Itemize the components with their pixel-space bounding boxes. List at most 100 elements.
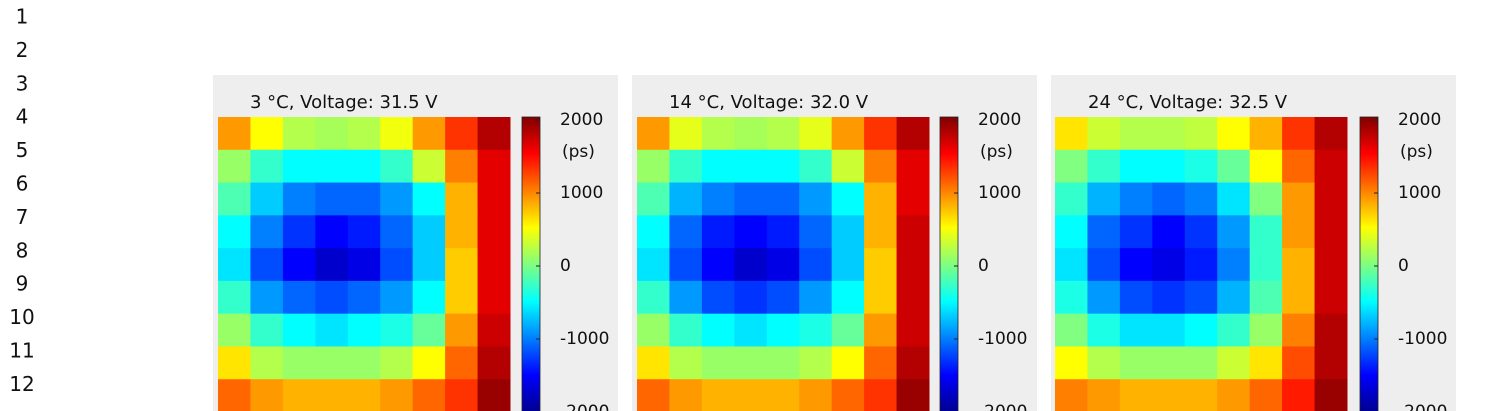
colorbar-tick-label: -1000 xyxy=(978,329,1027,349)
heatmap-cell xyxy=(445,379,479,411)
heatmap-cell xyxy=(766,313,800,347)
heatmap-cell xyxy=(1152,313,1186,347)
colorbar xyxy=(521,116,541,411)
heatmap-cell xyxy=(315,215,349,249)
heatmap-cell xyxy=(831,379,865,411)
heatmap-cell xyxy=(701,346,735,380)
heatmap-cell xyxy=(412,379,446,411)
heatmap-cell xyxy=(637,215,670,249)
heatmap-cell xyxy=(315,379,349,411)
line-number: 12 xyxy=(9,372,34,396)
heatmap-cell xyxy=(864,379,898,411)
heatmap-cell xyxy=(282,346,316,380)
heatmap-cell xyxy=(1249,379,1283,411)
heatmap-cell xyxy=(218,149,251,184)
heatmap-cell xyxy=(315,248,349,282)
heatmap-cell xyxy=(1249,346,1283,380)
heatmap-cell xyxy=(799,215,833,249)
heatmap-cell xyxy=(1184,379,1218,411)
heatmap-cell xyxy=(380,182,414,216)
heatmap-cell xyxy=(734,313,768,347)
heatmap-cell xyxy=(1184,346,1218,380)
heatmap-cell xyxy=(445,346,479,380)
heatmap-cell xyxy=(637,149,670,184)
heatmap-cell xyxy=(282,182,316,216)
heatmap-cell xyxy=(315,182,349,216)
heatmap-cell xyxy=(864,215,898,249)
heatmap-cell xyxy=(864,248,898,282)
heatmap-cell xyxy=(1282,117,1316,151)
heatmap-cell xyxy=(477,215,511,249)
heatmap-cell xyxy=(1314,280,1348,315)
heatmap-cell xyxy=(831,248,865,282)
heatmap-cell xyxy=(1184,280,1218,315)
heatmap-cell xyxy=(1282,313,1316,347)
heatmap-cell xyxy=(799,280,833,315)
colorbar-tick-label: 2000 xyxy=(560,110,603,130)
line-number: 1 xyxy=(16,5,29,29)
heatmap-cell xyxy=(477,248,511,282)
colorbar-tick-label: 2000 xyxy=(978,110,1021,130)
heatmap-cell xyxy=(1217,379,1251,411)
heatmap-cell xyxy=(1282,215,1316,249)
heatmap-cell xyxy=(1217,117,1251,151)
heatmap-cell xyxy=(218,346,251,380)
heatmap-cell xyxy=(218,280,251,315)
heatmap-cell xyxy=(637,117,670,151)
heatmap-cell xyxy=(766,215,800,249)
heatmap-cell xyxy=(315,346,349,380)
heatmap-cell xyxy=(477,182,511,216)
heatmap-cell xyxy=(1087,313,1121,347)
heatmap-cell xyxy=(412,117,446,151)
heatmap-cell xyxy=(831,280,865,315)
line-number: 11 xyxy=(9,339,34,363)
colorbar-tick-label: -1000 xyxy=(1398,329,1447,349)
heatmap-cell xyxy=(1119,379,1153,411)
heatmap-cell xyxy=(799,117,833,151)
heatmap-cell xyxy=(1217,248,1251,282)
heatmap-cell xyxy=(250,280,284,315)
heatmap-cell xyxy=(1119,182,1153,216)
heatmap-cell xyxy=(734,117,768,151)
heatmap-cell xyxy=(315,117,349,151)
chart-title: 24 °C, Voltage: 32.5 V xyxy=(1088,92,1288,113)
heatmap-cell xyxy=(380,248,414,282)
heatmap-cell xyxy=(315,149,349,184)
heatmap-cell xyxy=(250,313,284,347)
heatmap-cell xyxy=(1184,149,1218,184)
heatmap-cell xyxy=(445,215,479,249)
heatmap-cell xyxy=(250,215,284,249)
heatmap-cell xyxy=(799,182,833,216)
heatmap-cell xyxy=(1087,117,1121,151)
heatmap-cell xyxy=(1314,379,1348,411)
heatmap-cell xyxy=(637,346,670,380)
line-number: 2 xyxy=(16,38,29,62)
heatmap-cell xyxy=(1152,280,1186,315)
heatmap-cell xyxy=(1055,149,1088,184)
heatmap-cell xyxy=(1152,117,1186,151)
heatmap-cell xyxy=(831,346,865,380)
heatmap-cell xyxy=(1087,346,1121,380)
heatmap-cell xyxy=(282,379,316,411)
heatmap-cell xyxy=(637,280,670,315)
heatmap-cell xyxy=(766,117,800,151)
heatmap-cell xyxy=(315,313,349,347)
heatmap-cell xyxy=(380,379,414,411)
colorbar-tick-label: 0 xyxy=(978,256,989,276)
heatmap-cell xyxy=(1119,248,1153,282)
heatmap-cell xyxy=(380,346,414,380)
heatmap-cell xyxy=(701,313,735,347)
heatmap-cell xyxy=(1282,149,1316,184)
heatmap-cell xyxy=(315,280,349,315)
heatmap-cell xyxy=(1087,182,1121,216)
heatmap-cell xyxy=(1119,280,1153,315)
colorbar-unit: (ps) xyxy=(562,142,595,162)
heatmap-cell xyxy=(831,215,865,249)
heatmap-cell xyxy=(701,182,735,216)
heatmap-cell xyxy=(734,280,768,315)
heatmap-cell xyxy=(412,346,446,380)
heatmap-cell xyxy=(669,149,703,184)
heatmap-cell xyxy=(1087,149,1121,184)
heatmap-cell xyxy=(1314,182,1348,216)
heatmap-cell xyxy=(1249,182,1283,216)
